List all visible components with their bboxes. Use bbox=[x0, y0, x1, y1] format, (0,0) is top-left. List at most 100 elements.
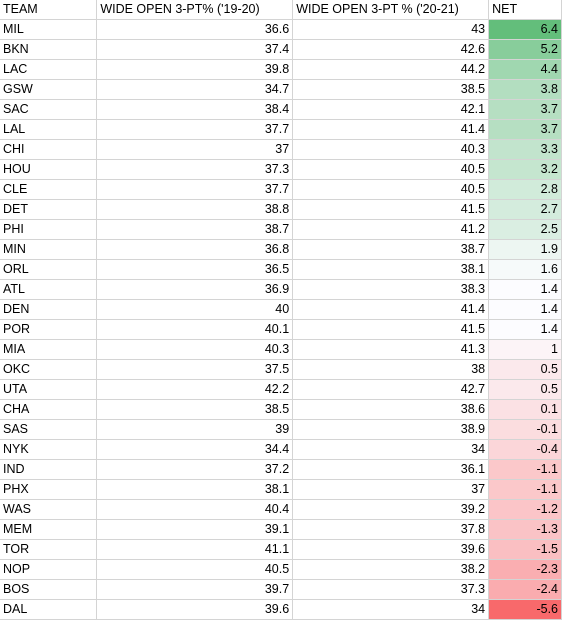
team-cell[interactable]: SAC bbox=[0, 99, 98, 120]
three-pt-1920-cell[interactable]: 39 bbox=[96, 419, 294, 440]
team-cell[interactable]: LAL bbox=[0, 119, 98, 140]
three-pt-1920-cell[interactable]: 39.6 bbox=[96, 599, 294, 620]
three-pt-1920-cell[interactable]: 39.7 bbox=[96, 579, 294, 600]
three-pt-2021-cell[interactable]: 41.3 bbox=[292, 339, 490, 360]
net-cell[interactable]: 3.7 bbox=[488, 99, 562, 120]
net-cell[interactable]: 3.7 bbox=[488, 119, 562, 140]
header-cell-net[interactable]: NET bbox=[488, 0, 562, 20]
team-cell[interactable]: WAS bbox=[0, 499, 98, 520]
three-pt-2021-cell[interactable]: 40.5 bbox=[292, 159, 490, 180]
team-cell[interactable]: DEN bbox=[0, 299, 98, 320]
three-pt-2021-cell[interactable]: 38.7 bbox=[292, 239, 490, 260]
team-cell[interactable]: UTA bbox=[0, 379, 98, 400]
net-cell[interactable]: -0.4 bbox=[488, 439, 562, 460]
three-pt-1920-cell[interactable]: 39.8 bbox=[96, 59, 294, 80]
three-pt-2021-cell[interactable]: 39.2 bbox=[292, 499, 490, 520]
team-cell[interactable]: MIL bbox=[0, 19, 98, 40]
three-pt-1920-cell[interactable]: 36.8 bbox=[96, 239, 294, 260]
team-cell[interactable]: ORL bbox=[0, 259, 98, 280]
team-cell[interactable]: IND bbox=[0, 459, 98, 480]
three-pt-2021-cell[interactable]: 41.4 bbox=[292, 299, 490, 320]
team-cell[interactable]: DAL bbox=[0, 599, 98, 620]
net-cell[interactable]: 2.7 bbox=[488, 199, 562, 220]
three-pt-2021-cell[interactable]: 41.2 bbox=[292, 219, 490, 240]
header-cell-3pt-1920[interactable]: WIDE OPEN 3-PT% ('19-20) bbox=[96, 0, 294, 20]
three-pt-2021-cell[interactable]: 40.3 bbox=[292, 139, 490, 160]
three-pt-2021-cell[interactable]: 39.6 bbox=[292, 539, 490, 560]
team-cell[interactable]: CHA bbox=[0, 399, 98, 420]
header-cell-team[interactable]: TEAM bbox=[0, 0, 98, 20]
net-cell[interactable]: 3.2 bbox=[488, 159, 562, 180]
three-pt-1920-cell[interactable]: 37.5 bbox=[96, 359, 294, 380]
team-cell[interactable]: BOS bbox=[0, 579, 98, 600]
net-cell[interactable]: 6.4 bbox=[488, 19, 562, 40]
three-pt-1920-cell[interactable]: 40 bbox=[96, 299, 294, 320]
team-cell[interactable]: NOP bbox=[0, 559, 98, 580]
three-pt-2021-cell[interactable]: 34 bbox=[292, 599, 490, 620]
three-pt-2021-cell[interactable]: 38.6 bbox=[292, 399, 490, 420]
team-cell[interactable]: OKC bbox=[0, 359, 98, 380]
three-pt-2021-cell[interactable]: 41.5 bbox=[292, 319, 490, 340]
header-cell-3pt-2021[interactable]: WIDE OPEN 3-PT % ('20-21) bbox=[292, 0, 490, 20]
three-pt-2021-cell[interactable]: 38 bbox=[292, 359, 490, 380]
team-cell[interactable]: MIN bbox=[0, 239, 98, 260]
three-pt-1920-cell[interactable]: 36.9 bbox=[96, 279, 294, 300]
three-pt-2021-cell[interactable]: 36.1 bbox=[292, 459, 490, 480]
team-cell[interactable]: TOR bbox=[0, 539, 98, 560]
three-pt-2021-cell[interactable]: 42.6 bbox=[292, 39, 490, 60]
team-cell[interactable]: ATL bbox=[0, 279, 98, 300]
three-pt-1920-cell[interactable]: 42.2 bbox=[96, 379, 294, 400]
three-pt-1920-cell[interactable]: 37.3 bbox=[96, 159, 294, 180]
net-cell[interactable]: -1.5 bbox=[488, 539, 562, 560]
team-cell[interactable]: NYK bbox=[0, 439, 98, 460]
net-cell[interactable]: -2.3 bbox=[488, 559, 562, 580]
team-cell[interactable]: PHX bbox=[0, 479, 98, 500]
team-cell[interactable]: MIA bbox=[0, 339, 98, 360]
three-pt-2021-cell[interactable]: 44.2 bbox=[292, 59, 490, 80]
three-pt-1920-cell[interactable]: 34.7 bbox=[96, 79, 294, 100]
net-cell[interactable]: -2.4 bbox=[488, 579, 562, 600]
team-cell[interactable]: MEM bbox=[0, 519, 98, 540]
team-cell[interactable]: SAS bbox=[0, 419, 98, 440]
team-cell[interactable]: CHI bbox=[0, 139, 98, 160]
net-cell[interactable]: -1.3 bbox=[488, 519, 562, 540]
three-pt-2021-cell[interactable]: 41.5 bbox=[292, 199, 490, 220]
net-cell[interactable]: 2.5 bbox=[488, 219, 562, 240]
three-pt-1920-cell[interactable]: 37.7 bbox=[96, 179, 294, 200]
three-pt-1920-cell[interactable]: 37.2 bbox=[96, 459, 294, 480]
three-pt-2021-cell[interactable]: 42.1 bbox=[292, 99, 490, 120]
team-cell[interactable]: CLE bbox=[0, 179, 98, 200]
net-cell[interactable]: 1.4 bbox=[488, 299, 562, 320]
three-pt-1920-cell[interactable]: 37.7 bbox=[96, 119, 294, 140]
three-pt-2021-cell[interactable]: 37.3 bbox=[292, 579, 490, 600]
team-cell[interactable]: PHI bbox=[0, 219, 98, 240]
net-cell[interactable]: 1.9 bbox=[488, 239, 562, 260]
three-pt-2021-cell[interactable]: 41.4 bbox=[292, 119, 490, 140]
three-pt-1920-cell[interactable]: 38.7 bbox=[96, 219, 294, 240]
team-cell[interactable]: BKN bbox=[0, 39, 98, 60]
net-cell[interactable]: 0.5 bbox=[488, 379, 562, 400]
net-cell[interactable]: -5.6 bbox=[488, 599, 562, 620]
three-pt-2021-cell[interactable]: 38.9 bbox=[292, 419, 490, 440]
net-cell[interactable]: 1 bbox=[488, 339, 562, 360]
net-cell[interactable]: 4.4 bbox=[488, 59, 562, 80]
three-pt-1920-cell[interactable]: 36.6 bbox=[96, 19, 294, 40]
net-cell[interactable]: 5.2 bbox=[488, 39, 562, 60]
net-cell[interactable]: -1.1 bbox=[488, 479, 562, 500]
net-cell[interactable]: -1.2 bbox=[488, 499, 562, 520]
three-pt-1920-cell[interactable]: 38.5 bbox=[96, 399, 294, 420]
team-cell[interactable]: GSW bbox=[0, 79, 98, 100]
net-cell[interactable]: -1.1 bbox=[488, 459, 562, 480]
net-cell[interactable]: 1.4 bbox=[488, 319, 562, 340]
three-pt-1920-cell[interactable]: 37 bbox=[96, 139, 294, 160]
team-cell[interactable]: DET bbox=[0, 199, 98, 220]
three-pt-2021-cell[interactable]: 38.3 bbox=[292, 279, 490, 300]
three-pt-1920-cell[interactable]: 41.1 bbox=[96, 539, 294, 560]
net-cell[interactable]: -0.1 bbox=[488, 419, 562, 440]
three-pt-1920-cell[interactable]: 40.5 bbox=[96, 559, 294, 580]
three-pt-2021-cell[interactable]: 37.8 bbox=[292, 519, 490, 540]
team-cell[interactable]: LAC bbox=[0, 59, 98, 80]
three-pt-2021-cell[interactable]: 38.1 bbox=[292, 259, 490, 280]
three-pt-1920-cell[interactable]: 40.1 bbox=[96, 319, 294, 340]
three-pt-2021-cell[interactable]: 43 bbox=[292, 19, 490, 40]
